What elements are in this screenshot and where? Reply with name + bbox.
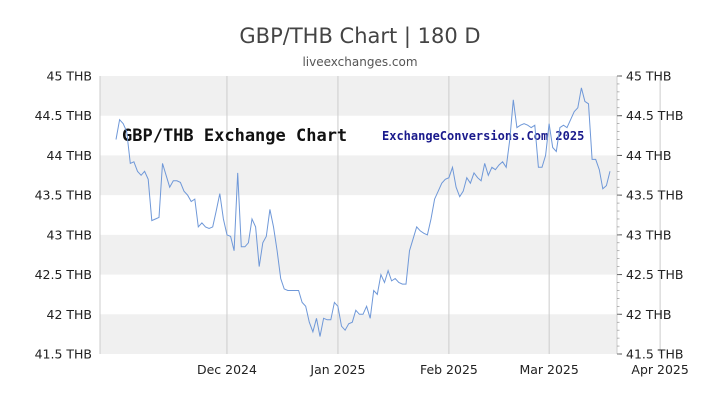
y-tick-label-right: 44.5 THB <box>626 108 683 123</box>
x-tick-label: Jan 2025 <box>309 362 365 377</box>
y-tick-label-left: 42.5 THB <box>35 267 92 282</box>
y-tick-label-left: 42 THB <box>47 307 93 322</box>
grid-band <box>100 155 617 196</box>
inner-chart-label: GBP/THB Exchange Chart <box>122 126 347 146</box>
y-tick-label-left: 45 THB <box>47 69 93 84</box>
y-tick-label-left: 44 THB <box>47 148 93 163</box>
y-tick-label-right: 45 THB <box>626 69 672 84</box>
grid-band <box>100 234 617 275</box>
x-tick-label: Feb 2025 <box>420 362 478 377</box>
y-tick-label-right: 42 THB <box>626 307 672 322</box>
x-tick-label: Apr 2025 <box>631 362 688 377</box>
x-tick-label: Dec 2024 <box>197 362 257 377</box>
chart-title: GBP/THB Chart | 180 D <box>239 24 481 48</box>
y-tick-label-right: 42.5 THB <box>626 267 683 282</box>
series-line <box>115 87 611 337</box>
y-tick-label-left: 43 THB <box>47 227 93 242</box>
x-tick-label: Mar 2025 <box>519 362 578 377</box>
grid-band <box>100 314 617 354</box>
y-tick-label-right: 43 THB <box>626 227 672 242</box>
y-tick-label-left: 41.5 THB <box>35 347 92 362</box>
y-tick-label-right: 41.5 THB <box>626 347 683 362</box>
y-tick-label-left: 43.5 THB <box>35 188 92 203</box>
y-tick-label-right: 44 THB <box>626 148 672 163</box>
grid-band <box>100 76 617 116</box>
inner-watermark-label: ExchangeConversions.Com 2025 <box>382 129 584 143</box>
y-tick-label-left: 44.5 THB <box>35 108 92 123</box>
y-tick-label-right: 43.5 THB <box>626 188 683 203</box>
chart-subtitle: liveexchanges.com <box>302 55 418 69</box>
